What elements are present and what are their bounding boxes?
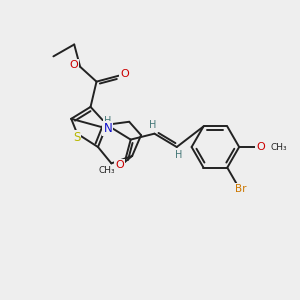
Text: H: H <box>149 120 157 130</box>
Text: O: O <box>256 142 265 152</box>
Text: H: H <box>104 116 112 126</box>
Text: O: O <box>120 69 129 79</box>
Text: Br: Br <box>235 184 246 194</box>
Text: O: O <box>69 60 78 70</box>
Text: H: H <box>175 150 182 161</box>
Text: CH₃: CH₃ <box>270 142 287 152</box>
Text: N: N <box>103 122 112 135</box>
Text: CH₃: CH₃ <box>99 166 115 175</box>
Text: O: O <box>115 160 124 170</box>
Text: S: S <box>73 131 80 144</box>
